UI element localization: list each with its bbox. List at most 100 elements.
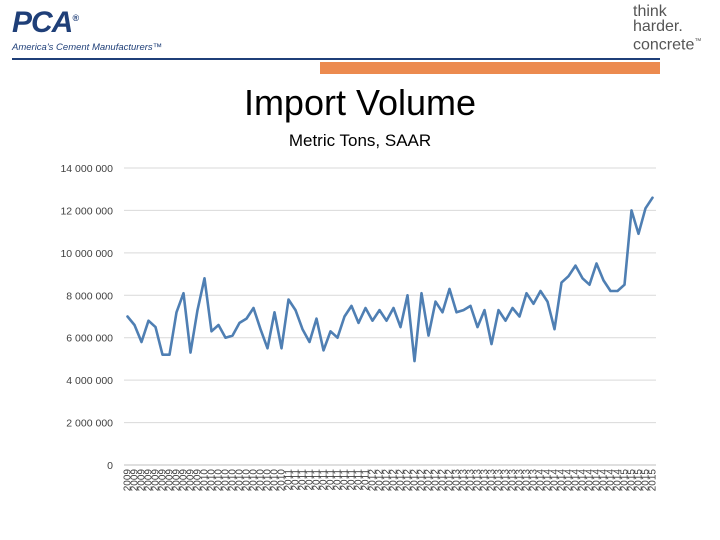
data-point: [455, 311, 458, 314]
data-point: [420, 292, 423, 294]
x-tick-label: 2011: [326, 469, 337, 491]
data-point: [483, 309, 486, 311]
x-tick-label: 2011: [284, 469, 295, 491]
x-tick-label: 2013: [459, 469, 470, 492]
data-point: [329, 330, 332, 333]
data-point: [574, 264, 577, 267]
x-tick-label: 2014: [571, 469, 582, 492]
data-point: [308, 341, 311, 343]
data-point: [532, 303, 535, 305]
x-tick-label: 2014: [536, 469, 547, 492]
x-tick-label: 2010: [207, 469, 218, 492]
y-tick-label: 2 000 000: [66, 418, 113, 430]
data-point: [133, 324, 136, 326]
x-tick-label: 2010: [249, 469, 260, 492]
data-point: [161, 353, 164, 356]
data-point: [203, 277, 206, 280]
x-tick-label: 2013: [452, 469, 463, 492]
data-point: [546, 300, 549, 303]
data-point: [602, 279, 605, 282]
x-tick-label: 2014: [613, 469, 624, 492]
x-tick-label: 2013: [501, 469, 512, 492]
x-tick-label: 2014: [564, 469, 575, 492]
x-tick-label: 2010: [256, 469, 267, 492]
logo-line-think: think: [633, 3, 667, 20]
y-tick-label: 14 000 000: [60, 163, 113, 175]
x-tick-label: 2010: [221, 469, 232, 492]
data-point: [413, 360, 416, 362]
x-tick-label: 2010: [277, 469, 288, 492]
y-tick-label: 12 000 000: [60, 205, 113, 217]
data-point: [448, 288, 451, 290]
data-point: [343, 315, 346, 318]
data-point: [224, 336, 227, 339]
x-tick-label: 2013: [473, 469, 484, 492]
data-point: [196, 309, 199, 311]
think-harder-concrete-logo: think harder. concrete™: [633, 3, 713, 53]
x-tick-label: 2014: [606, 469, 617, 492]
x-tick-label: 2012: [368, 469, 379, 492]
x-tick-label: 2013: [529, 469, 540, 492]
data-point: [147, 319, 150, 322]
data-point: [560, 281, 563, 284]
pca-logo: PCA® America's Cement Manufacturers™: [12, 6, 202, 62]
x-tick-label: 2013: [480, 469, 491, 492]
x-tick-label: 2009: [193, 469, 204, 492]
data-point: [553, 328, 556, 330]
logo-trademark: ™: [694, 38, 702, 45]
series-line-import-volume: [126, 196, 654, 363]
x-tick-label: 2010: [214, 469, 225, 492]
data-point: [637, 233, 640, 235]
x-tick-label: 2012: [403, 469, 414, 492]
x-tick-label: 2012: [396, 469, 407, 492]
data-point: [217, 324, 220, 326]
data-point: [266, 347, 269, 350]
data-point: [210, 330, 213, 333]
data-point: [497, 309, 500, 311]
pca-logo-wordmark: PCA®: [12, 6, 79, 40]
data-point: [616, 290, 619, 292]
data-point: [378, 309, 381, 311]
x-tick-label: 2011: [333, 469, 344, 491]
data-point: [189, 351, 192, 354]
data-point: [126, 315, 129, 318]
data-point: [651, 196, 654, 199]
x-tick-label: 2014: [599, 469, 610, 492]
x-tick-label: 2011: [319, 469, 330, 491]
data-point: [469, 305, 472, 307]
data-point: [392, 307, 395, 309]
data-point: [154, 326, 157, 328]
data-point: [259, 328, 262, 330]
x-tick-label: 2010: [228, 469, 239, 492]
data-point: [399, 326, 402, 328]
x-tick-label: 2011: [361, 469, 372, 491]
x-tick-label: 2015: [627, 469, 638, 492]
x-tick-label: 2014: [592, 469, 603, 492]
x-tick-label: 2012: [375, 469, 386, 492]
x-tick-label: 2010: [263, 469, 274, 492]
x-tick-label: 2010: [242, 469, 253, 492]
data-point: [280, 347, 283, 350]
pca-tagline: America's Cement Manufacturers™: [12, 42, 163, 53]
data-point: [567, 275, 570, 277]
x-tick-label: 2010: [270, 469, 281, 492]
x-tick-label: 2010: [200, 469, 211, 492]
x-tick-label: 2011: [312, 469, 323, 491]
data-point: [168, 353, 171, 356]
data-point: [245, 317, 248, 320]
x-tick-label: 2015: [648, 469, 659, 492]
x-tick-label: 2009: [123, 469, 134, 492]
data-point: [336, 336, 339, 339]
data-point: [595, 262, 598, 265]
x-tick-label: 2009: [186, 469, 197, 492]
x-tick-label: 2009: [172, 469, 183, 492]
data-point: [140, 341, 143, 343]
chart-subtitle: Metric Tons, SAAR: [288, 131, 432, 150]
x-tick-label: 2011: [291, 469, 302, 491]
x-tick-label: 2009: [151, 469, 162, 492]
x-tick-label: 2013: [487, 469, 498, 492]
y-tick-label: 8 000 000: [66, 290, 113, 302]
x-tick-label: 2015: [620, 469, 631, 492]
x-tick-label: 2009: [144, 469, 155, 492]
y-tick-label: 0: [107, 460, 113, 472]
